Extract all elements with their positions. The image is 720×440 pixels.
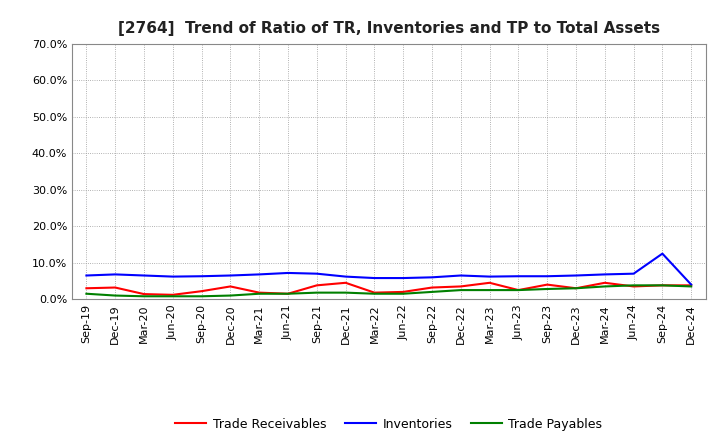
Inventories	[456, 273, 465, 278]
Trade Receivables	[514, 287, 523, 293]
Trade Payables	[428, 289, 436, 294]
Inventories	[111, 272, 120, 277]
Trade Payables	[543, 286, 552, 292]
Inventories	[514, 274, 523, 279]
Line: Trade Payables: Trade Payables	[86, 286, 691, 296]
Trade Receivables	[600, 280, 609, 286]
Trade Payables	[572, 286, 580, 291]
Inventories	[140, 273, 148, 278]
Trade Receivables	[543, 282, 552, 287]
Trade Receivables	[111, 285, 120, 290]
Trade Receivables	[399, 289, 408, 294]
Trade Receivables	[312, 283, 321, 288]
Trade Payables	[226, 293, 235, 298]
Trade Receivables	[82, 286, 91, 291]
Trade Receivables	[572, 286, 580, 291]
Inventories	[226, 273, 235, 278]
Trade Payables	[600, 284, 609, 289]
Trade Payables	[629, 283, 638, 288]
Line: Trade Receivables: Trade Receivables	[86, 283, 691, 295]
Trade Receivables	[168, 292, 177, 297]
Trade Payables	[111, 293, 120, 298]
Trade Receivables	[341, 280, 350, 286]
Trade Payables	[341, 290, 350, 295]
Trade Payables	[485, 287, 494, 293]
Trade Payables	[284, 291, 292, 297]
Inventories	[687, 282, 696, 287]
Trade Receivables	[255, 290, 264, 295]
Trade Receivables	[485, 280, 494, 286]
Trade Receivables	[658, 283, 667, 288]
Inventories	[255, 272, 264, 277]
Trade Receivables	[456, 284, 465, 289]
Trade Payables	[658, 283, 667, 288]
Trade Receivables	[629, 284, 638, 289]
Inventories	[658, 251, 667, 256]
Inventories	[82, 273, 91, 278]
Inventories	[399, 275, 408, 281]
Inventories	[168, 274, 177, 279]
Trade Payables	[140, 293, 148, 299]
Trade Payables	[168, 293, 177, 299]
Inventories	[197, 274, 206, 279]
Trade Payables	[197, 293, 206, 299]
Inventories	[370, 275, 379, 281]
Inventories	[341, 274, 350, 279]
Line: Inventories: Inventories	[86, 253, 691, 285]
Trade Payables	[312, 290, 321, 295]
Trade Receivables	[197, 289, 206, 294]
Inventories	[428, 275, 436, 280]
Inventories	[284, 270, 292, 275]
Trade Payables	[399, 291, 408, 297]
Trade Receivables	[687, 283, 696, 288]
Inventories	[543, 274, 552, 279]
Inventories	[572, 273, 580, 278]
Trade Payables	[255, 291, 264, 297]
Trade Payables	[514, 287, 523, 293]
Legend: Trade Receivables, Inventories, Trade Payables: Trade Receivables, Inventories, Trade Pa…	[170, 413, 608, 436]
Trade Receivables	[284, 291, 292, 297]
Inventories	[485, 274, 494, 279]
Inventories	[629, 271, 638, 276]
Trade Payables	[370, 291, 379, 297]
Inventories	[312, 271, 321, 276]
Trade Receivables	[428, 285, 436, 290]
Trade Payables	[82, 291, 91, 297]
Trade Receivables	[226, 284, 235, 289]
Trade Payables	[687, 284, 696, 289]
Trade Payables	[456, 287, 465, 293]
Inventories	[600, 272, 609, 277]
Trade Receivables	[370, 290, 379, 295]
Title: [2764]  Trend of Ratio of TR, Inventories and TP to Total Assets: [2764] Trend of Ratio of TR, Inventories…	[118, 21, 660, 36]
Trade Receivables	[140, 291, 148, 297]
